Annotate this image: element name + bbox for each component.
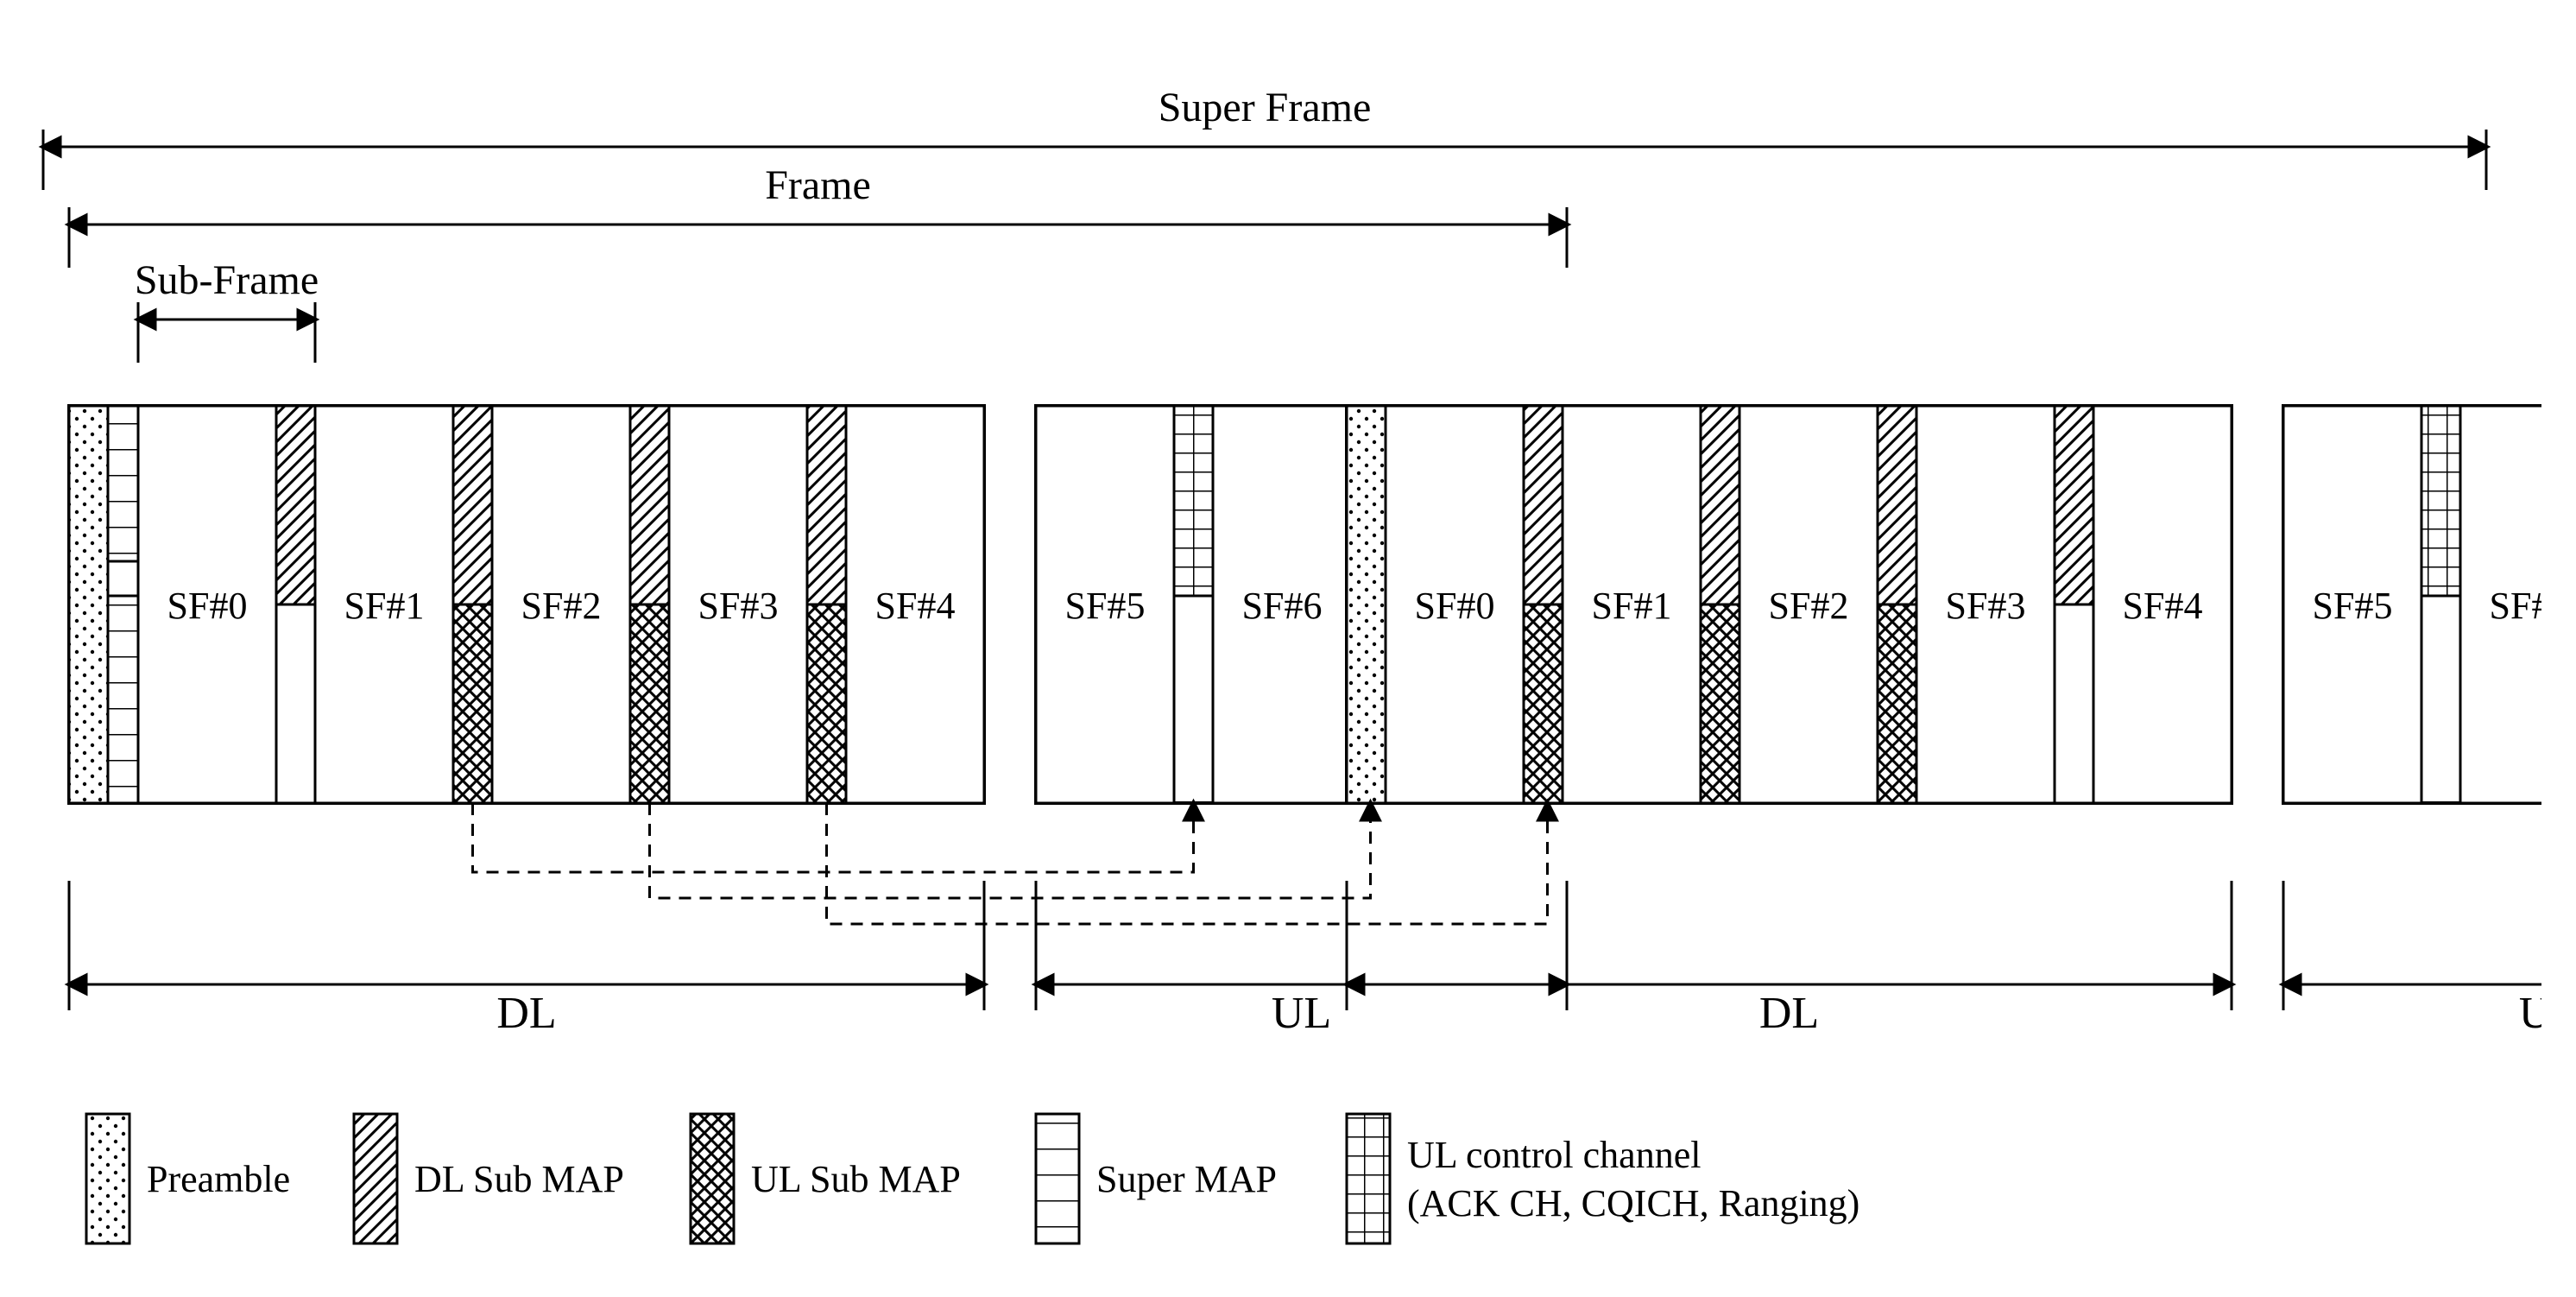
legend-label: UL control channel bbox=[1407, 1134, 1701, 1176]
mapping-arrow bbox=[827, 803, 1548, 924]
ul-submap bbox=[630, 604, 669, 803]
supermap-bottom bbox=[108, 596, 138, 803]
dl-submap bbox=[2055, 406, 2093, 604]
dl-submap bbox=[1524, 406, 1563, 604]
sf-label: SF#5 bbox=[2313, 585, 2393, 627]
dl-submap bbox=[276, 406, 315, 604]
 bbox=[2055, 604, 2093, 803]
dl-label: DL bbox=[1759, 989, 1819, 1038]
dl-submap bbox=[807, 406, 846, 604]
legend-swatch bbox=[354, 1114, 397, 1243]
sf-label: SF#0 bbox=[1415, 585, 1495, 627]
dl-submap bbox=[1878, 406, 1916, 604]
legend-swatch bbox=[1036, 1114, 1079, 1243]
ul-submap bbox=[807, 604, 846, 803]
superframe-label: Super Frame bbox=[1159, 85, 1372, 130]
dl-label: DL bbox=[496, 989, 556, 1038]
legend-label: Preamble bbox=[147, 1158, 290, 1200]
sf-label: SF#6 bbox=[1242, 585, 1323, 627]
legend-swatch bbox=[691, 1114, 734, 1243]
frame-label: Frame bbox=[765, 162, 871, 208]
legend-label: (ACK CH, CQICH, Ranging) bbox=[1407, 1182, 1859, 1224]
ul-submap bbox=[453, 604, 492, 803]
sf-label: SF#2 bbox=[521, 585, 602, 627]
sf-label: SF#4 bbox=[875, 585, 956, 627]
legend-swatch bbox=[86, 1114, 129, 1243]
frame-structure-diagram: Super Frame Frame Sub-Frame SF#0 SF#1 SF#2 SF#… bbox=[35, 35, 2541, 1262]
preamble-col bbox=[69, 406, 108, 803]
ul-label: UL bbox=[1272, 989, 1331, 1038]
dl-submap bbox=[1701, 406, 1739, 604]
legend-label: Super MAP bbox=[1096, 1158, 1277, 1200]
 bbox=[276, 604, 315, 803]
sf-label: SF#1 bbox=[344, 585, 425, 627]
ul-submap bbox=[1878, 604, 1916, 803]
ul-ctrl bbox=[1174, 406, 1213, 596]
sf-label: SF#4 bbox=[2123, 585, 2203, 627]
sf-label: SF#5 bbox=[1065, 585, 1146, 627]
sf-label: SF#6 bbox=[2490, 585, 2541, 627]
sf-label: SF#3 bbox=[1946, 585, 2026, 627]
legend-label: DL Sub MAP bbox=[414, 1158, 624, 1200]
ul-label: UL bbox=[2519, 989, 2541, 1038]
mapping-arrow bbox=[473, 803, 1194, 872]
preamble-col bbox=[1347, 406, 1386, 803]
mapping-arrow bbox=[650, 803, 1371, 898]
ul-submap bbox=[1524, 604, 1563, 803]
dl-submap bbox=[630, 406, 669, 604]
sf-label: SF#0 bbox=[167, 585, 248, 627]
ul-ctrl bbox=[2421, 406, 2460, 596]
dl-submap bbox=[453, 406, 492, 604]
sf-label: SF#2 bbox=[1769, 585, 1849, 627]
supermap-top bbox=[108, 406, 138, 561]
legend-label: UL Sub MAP bbox=[751, 1158, 961, 1200]
sf-label: SF#1 bbox=[1592, 585, 1672, 627]
ul-submap bbox=[1701, 604, 1739, 803]
sf-label: SF#3 bbox=[698, 585, 779, 627]
subframe-label: Sub-Frame bbox=[135, 257, 319, 303]
legend-swatch bbox=[1347, 1114, 1390, 1243]
